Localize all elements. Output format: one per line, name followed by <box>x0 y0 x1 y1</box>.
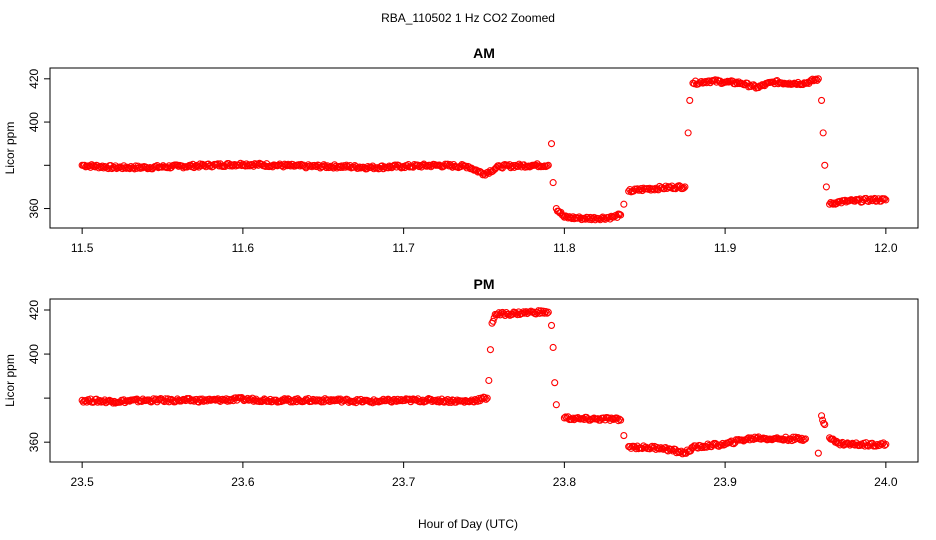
figure-title: RBA_110502 1 Hz CO2 Zoomed <box>381 11 555 25</box>
am-data-point <box>549 179 557 187</box>
pm-data-point <box>210 395 218 403</box>
pm-data-point <box>483 394 491 402</box>
am-x-tick-label: 12.0 <box>874 241 898 255</box>
am-data-point <box>822 183 830 191</box>
am-data-point <box>686 96 694 104</box>
pm-x-tick-label: 23.6 <box>231 475 255 489</box>
am-data-point <box>882 196 890 204</box>
am-x-tick-label: 11.8 <box>553 241 576 255</box>
am-data-point <box>812 75 820 83</box>
am-data-point <box>821 161 829 169</box>
pm-data-point <box>521 309 529 317</box>
am-data-point <box>814 75 822 83</box>
pm-data-point <box>552 401 560 409</box>
pm-data-point <box>482 395 490 403</box>
pm-y-tick-label: 360 <box>27 432 41 452</box>
am-data-point <box>398 163 406 171</box>
pm-data-point <box>856 441 864 450</box>
pm-data-point <box>882 440 890 448</box>
pm-y-tick-label: 420 <box>27 300 41 320</box>
pm-data-point <box>793 435 801 443</box>
am-x-tick-label: 11.6 <box>232 241 255 255</box>
pm-x-tick-label: 24.0 <box>874 475 898 489</box>
pm-data-point <box>801 435 810 443</box>
am-x-tick-label: 11.7 <box>392 241 415 255</box>
am-x-tick-label: 11.9 <box>714 241 737 255</box>
pm-data-point <box>189 396 197 404</box>
am-data-point <box>544 161 552 169</box>
am-data-point <box>620 200 628 208</box>
am-data-point <box>395 161 403 170</box>
pm-data-point <box>814 449 822 457</box>
figure-xlabel: Hour of Day (UTC) <box>418 517 518 531</box>
am-y-tick-label: 400 <box>27 112 41 132</box>
pm-data-point <box>288 397 296 405</box>
am-y-axis-label: Licor ppm <box>3 122 17 175</box>
am-data-point <box>336 163 345 172</box>
pm-x-tick-label: 23.8 <box>553 475 577 489</box>
am-data-point <box>732 78 740 86</box>
pm-y-axis-label: Licor ppm <box>3 354 17 407</box>
pm-data-point <box>620 432 628 440</box>
pm-data-point <box>626 443 634 451</box>
pm-data-point <box>821 421 829 429</box>
am-panel-title: AM <box>473 45 495 61</box>
pm-data-point <box>549 343 557 352</box>
am-data-point <box>881 195 889 203</box>
pm-x-tick-label: 23.9 <box>713 475 737 489</box>
pm-x-tick-label: 23.5 <box>70 475 94 489</box>
am-data-point <box>813 76 821 84</box>
am-data-point <box>803 79 811 87</box>
am-data-point <box>684 129 692 137</box>
pm-data-point <box>485 376 493 385</box>
pm-y-tick-label: 400 <box>27 344 41 364</box>
am-data-point <box>680 184 688 192</box>
pm-data-point <box>489 317 497 325</box>
pm-data-point <box>881 441 889 449</box>
pm-data-point <box>617 416 625 424</box>
pm-data-point <box>615 415 624 423</box>
pm-x-tick-label: 23.7 <box>392 475 416 489</box>
am-data-point <box>818 96 826 104</box>
pm-data-point <box>698 444 706 452</box>
am-data-point <box>617 211 625 219</box>
am-data-point <box>196 160 204 168</box>
pm-data-point <box>486 346 494 354</box>
am-data-point <box>681 183 689 191</box>
pm-data-point <box>819 416 827 424</box>
am-x-tick-label: 11.5 <box>71 241 94 255</box>
am-y-tick-label: 420 <box>27 68 41 88</box>
am-plot-frame <box>49 67 919 229</box>
pm-data-point <box>547 321 556 329</box>
pm-plot-frame <box>49 298 919 463</box>
pm-data-point <box>820 419 828 427</box>
am-y-tick-label: 360 <box>27 198 41 218</box>
pm-panel-title: PM <box>474 276 495 292</box>
am-data-point <box>819 129 827 137</box>
pm-data-point <box>551 379 559 387</box>
pm-data-point <box>568 415 576 423</box>
pm-data-point <box>544 308 552 316</box>
pm-data-point <box>526 308 534 316</box>
am-data-point <box>173 161 181 169</box>
pm-data-point <box>543 309 551 317</box>
pm-data-point <box>818 412 826 420</box>
pm-data-point <box>541 309 549 317</box>
am-data-point <box>547 140 556 148</box>
